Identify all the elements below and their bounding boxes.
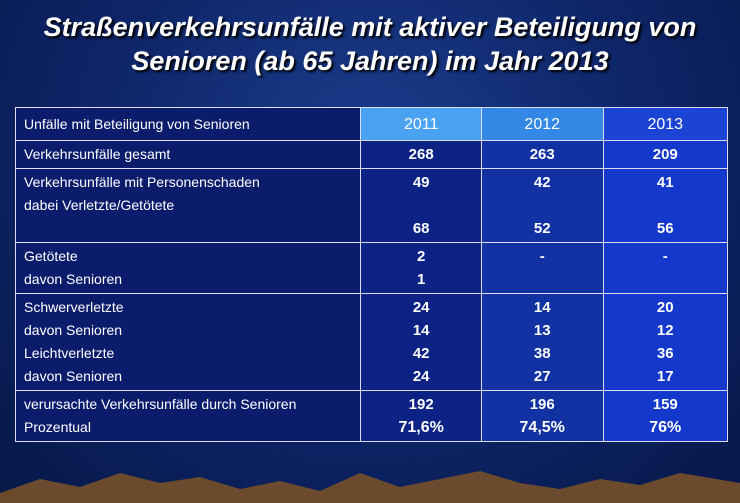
label-cell: Verkehrsunfälle mit Personenschaden dabei… (14, 168, 362, 243)
mountains (0, 471, 740, 503)
year-header: 2011 (360, 107, 482, 141)
value: 14 (412, 322, 430, 339)
table: Unfälle mit Beteiligung von Senioren 2011… (14, 107, 728, 442)
value: - (662, 248, 668, 265)
value-cell: - (602, 242, 728, 294)
value-cell: 268 (360, 140, 482, 169)
value-cell: 192 71,6% (360, 390, 482, 442)
value: 1 (417, 271, 426, 288)
value-cell: 196 74,5% (480, 390, 604, 442)
row: Verkehrsunfälle gesamt 268 263 209 (14, 140, 728, 169)
value: 56 (656, 220, 674, 237)
value: 49 (412, 174, 430, 191)
value: 2 (417, 248, 426, 265)
row: verursachte Verkehrsunfälle durch Senior… (14, 390, 728, 442)
row-label: davon Senioren (24, 271, 123, 287)
label-cell: verursachte Verkehrsunfälle durch Senior… (14, 390, 362, 442)
year-header: 2013 (602, 107, 728, 141)
value-cell: 159 76% (602, 390, 728, 442)
value: 27 (533, 368, 551, 385)
value-cell: 20 12 36 17 (602, 293, 728, 391)
value: 209 (652, 146, 678, 163)
row: Verkehrsunfälle mit Personenschaden dabei… (14, 168, 728, 243)
value: 13 (533, 322, 551, 339)
value: 71,6% (398, 419, 444, 436)
value: 196 (529, 396, 555, 413)
row-label: davon Senioren (24, 322, 123, 338)
row: Getötete davon Senioren 2 1- - (14, 242, 728, 294)
value: 36 (656, 345, 674, 362)
value: 41 (656, 174, 674, 191)
value: 17 (656, 368, 674, 385)
value: 268 (408, 146, 434, 163)
label-cell: Schwerverletzte davon Senioren Leichtverle… (14, 293, 362, 391)
row-label: dabei Verletzte/Getötete (24, 197, 175, 213)
title-line: Senioren (ab 65 Jahren) im Jahr 2013 (131, 46, 609, 76)
row-label: Leichtverletzte (24, 345, 115, 361)
value: 24 (412, 368, 430, 385)
header-row: Unfälle mit Beteiligung von Senioren 2011… (14, 107, 728, 141)
row-label: Prozentual (24, 419, 91, 435)
value-cell: 24 14 42 24 (360, 293, 482, 391)
value-cell: 42 52 (480, 168, 604, 243)
value-cell: 263 (480, 140, 604, 169)
label-cell: Getötete davon Senioren (14, 242, 362, 294)
value: 68 (412, 220, 430, 237)
row-label: Verkehrsunfälle mit Personenschaden (24, 174, 260, 190)
row-label: verursachte Verkehrsunfälle durch Senior… (24, 396, 297, 412)
row-label: Getötete (24, 248, 78, 264)
value-cell: 49 68 (360, 168, 482, 243)
value-cell: 41 56 (602, 168, 728, 243)
value: 159 (652, 396, 678, 413)
title-line: Straßenverkehrsunfälle mit aktiver Betei… (43, 12, 697, 42)
value: - (539, 248, 545, 265)
value-cell: 14 13 38 27 (480, 293, 604, 391)
value: 76% (649, 419, 682, 436)
header-label: Unfälle mit Beteiligung von Senioren (14, 107, 362, 141)
value: 12 (656, 322, 674, 339)
value: 74,5% (519, 419, 565, 436)
row-label: Schwerverletzte (24, 299, 124, 315)
value: 263 (529, 146, 555, 163)
value: 42 (533, 174, 551, 191)
value: 192 (408, 396, 434, 413)
title: Straßenverkehrsunfälle mit aktiver Betei… (0, 10, 740, 78)
value: 42 (412, 345, 430, 362)
row-label: davon Senioren (24, 368, 123, 384)
value: 20 (656, 299, 674, 316)
value: 14 (533, 299, 551, 316)
value: 24 (412, 299, 430, 316)
year-header: 2012 (480, 107, 604, 141)
value: 38 (533, 345, 551, 362)
value: 52 (533, 220, 551, 237)
row: Schwerverletzte davon Senioren Leichtverle… (14, 293, 728, 391)
label-cell: Verkehrsunfälle gesamt (14, 140, 362, 169)
value-cell: - (480, 242, 604, 294)
row-label: Verkehrsunfälle gesamt (24, 146, 171, 162)
value-cell: 209 (602, 140, 728, 169)
